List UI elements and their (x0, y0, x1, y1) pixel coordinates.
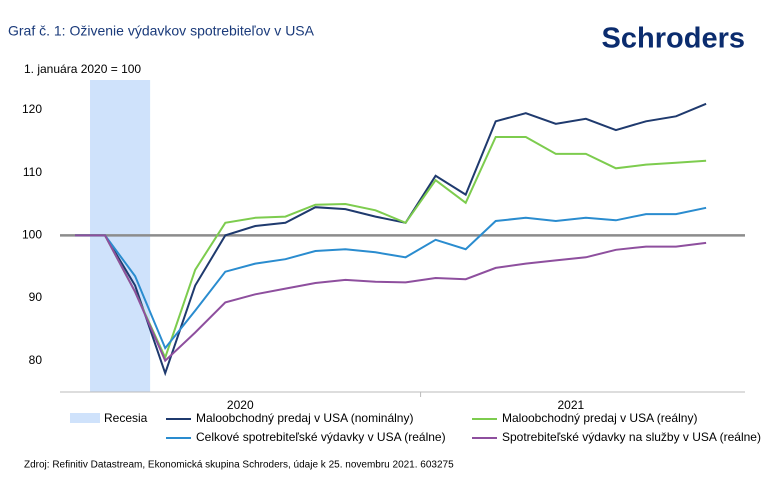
x-group-label: 2020 (227, 398, 254, 412)
y-tick-label: 120 (22, 102, 42, 116)
logo: Schroders (602, 23, 745, 55)
source: Zdroj: Refinitiv Datastream, Ekonomická … (24, 460, 454, 471)
legend-swatch (70, 413, 100, 423)
x-group-label: 2021 (557, 398, 584, 412)
legend-label: Celkové spotrebiteľské výdavky v USA (re… (196, 430, 446, 444)
series-line (75, 234, 707, 363)
y-tick-label: 100 (22, 228, 42, 242)
y-tick-label: 90 (29, 290, 43, 304)
legend-label: Recesia (104, 411, 148, 425)
chart-title: Graf č. 1: Oživenie výdavkov spotrebiteľ… (8, 23, 315, 39)
series-line (75, 206, 707, 351)
legend-label: Spotrebiteľské výdavky na služby v USA (… (502, 430, 761, 444)
series-line (75, 102, 707, 377)
legend-label: Maloobchodný predaj v USA (nominálny) (196, 411, 413, 425)
y-tick-label: 80 (29, 353, 43, 367)
series-line (75, 136, 707, 361)
legend-label: Maloobchodný predaj v USA (reálny) (502, 411, 697, 425)
y-tick-label: 110 (23, 165, 42, 179)
y-axis-label: 1. januára 2020 = 100 (24, 62, 141, 76)
